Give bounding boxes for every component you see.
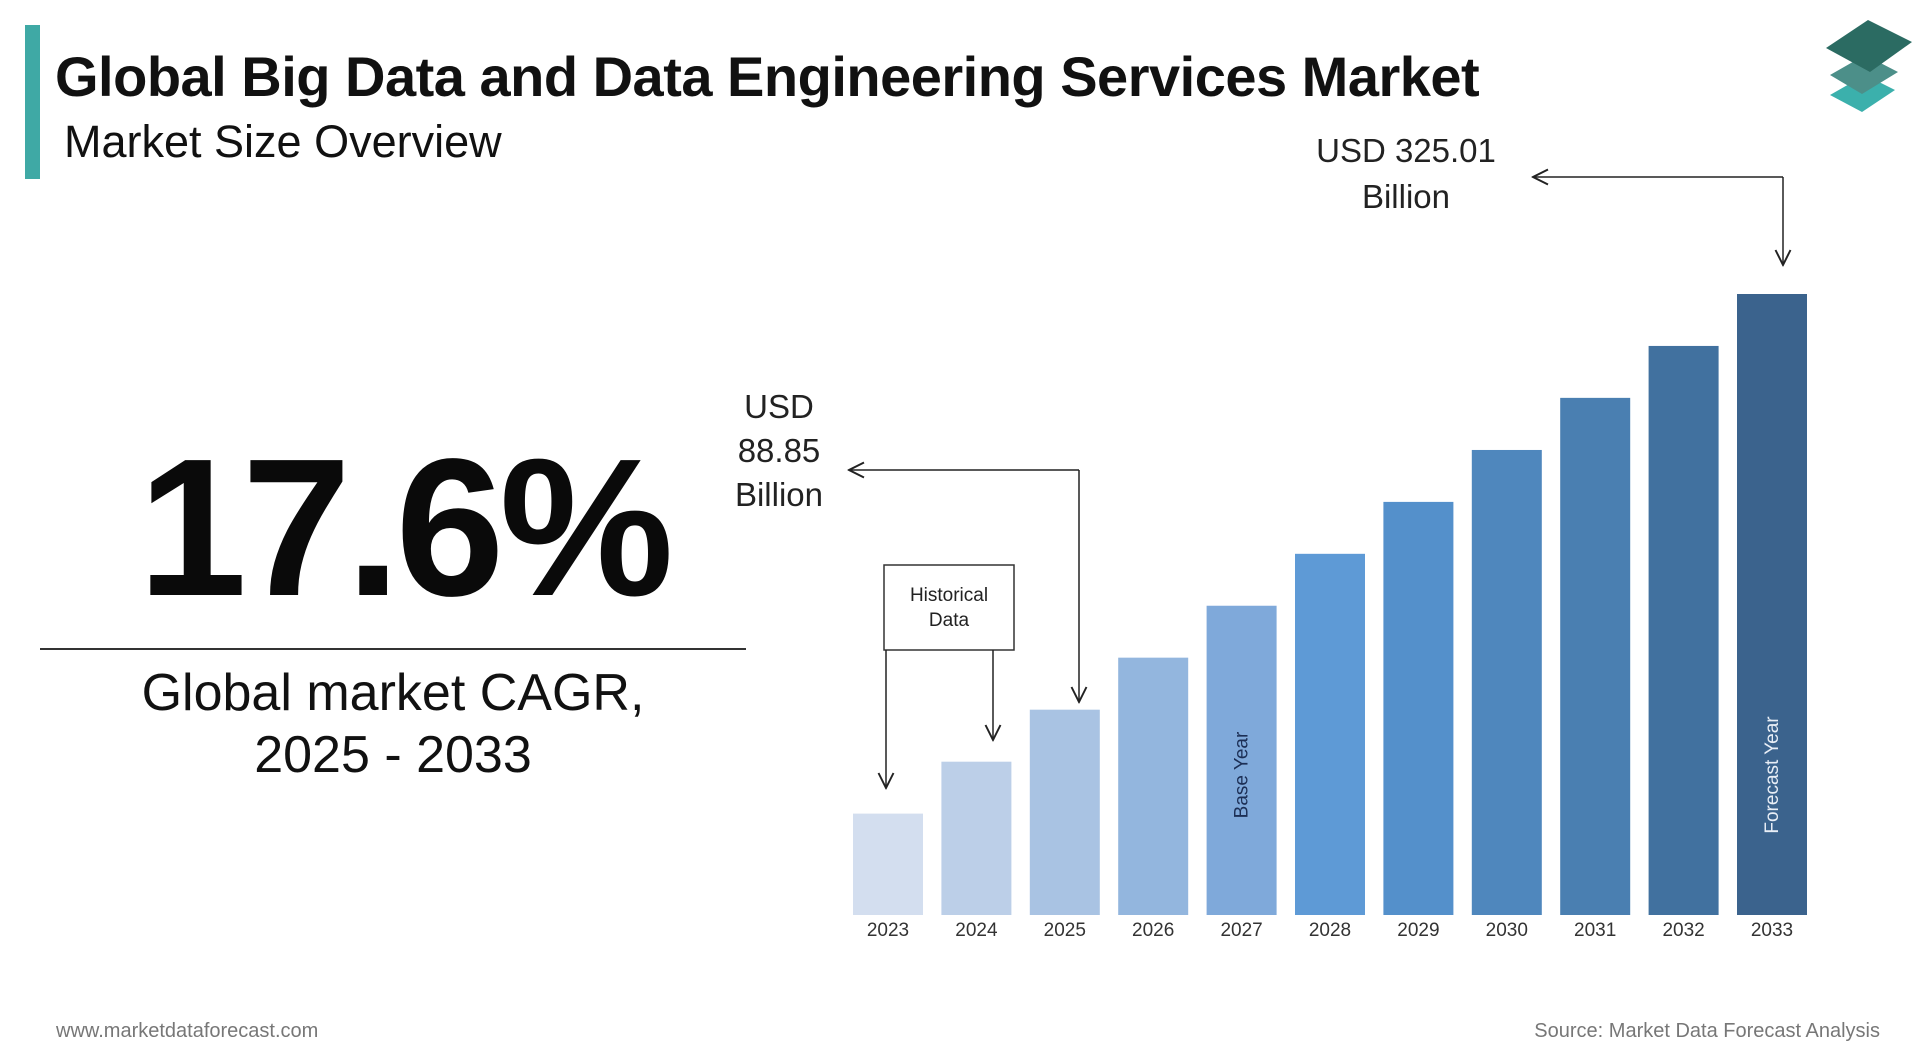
end-value-line2: Billion — [1362, 178, 1450, 215]
bar-2029 — [1383, 501, 1454, 915]
end-value-line1: USD 325.01 — [1316, 132, 1496, 169]
cagr-caption-line2: 2025 - 2033 — [254, 726, 532, 784]
x-tick-label-2032: 2032 — [1662, 920, 1704, 941]
footer-source: Source: Market Data Forecast Analysis — [1534, 1020, 1880, 1042]
x-tick-label-2023: 2023 — [867, 920, 909, 941]
x-tick-label-2031: 2031 — [1574, 920, 1616, 941]
bar-2031 — [1560, 397, 1631, 915]
x-tick-label-2026: 2026 — [1132, 920, 1174, 941]
bar-label-forecast-year: Forecast Year — [1762, 716, 1783, 834]
historical-label-line1: Historical — [910, 585, 988, 606]
cagr-caption: Global market CAGR, 2025 - 2033 — [40, 662, 746, 786]
bar-2024 — [941, 761, 1012, 915]
bar-2023 — [853, 813, 923, 915]
bar-2026 — [1118, 657, 1189, 915]
bar-2030 — [1471, 449, 1542, 915]
x-tick-label-2033: 2033 — [1751, 920, 1793, 941]
x-tick-label-2028: 2028 — [1309, 920, 1351, 941]
bar-2033 — [1737, 294, 1807, 915]
cagr-value: 17.6% — [138, 418, 674, 637]
start-value-line1: USD — [744, 388, 814, 425]
bars-group: Base Year Forecast Year — [853, 294, 1807, 915]
divider — [40, 648, 746, 650]
x-tick-label-2024: 2024 — [955, 920, 998, 941]
bar-label-base-year: Base Year — [1232, 731, 1253, 818]
start-value-line2: 88.85 — [738, 432, 821, 469]
bar-2027 — [1206, 605, 1277, 915]
historical-label-line2: Data — [929, 610, 970, 631]
bar-2032 — [1648, 345, 1719, 915]
footer-website: www.marketdataforecast.com — [56, 1020, 319, 1042]
historical-data-box — [883, 564, 1015, 651]
cagr-caption-line1: Global market CAGR, — [141, 664, 645, 722]
x-tick-label-2027: 2027 — [1220, 920, 1262, 941]
x-tick-label-2025: 2025 — [1044, 920, 1086, 941]
start-value-line3: Billion — [735, 476, 823, 513]
bar-2025 — [1029, 709, 1100, 915]
page-title: Global Big Data and Data Engineering Ser… — [55, 45, 1480, 108]
x-tick-labels: 2023 2024 2025 2026 2027 2028 2029 2030 2031 2032… — [867, 920, 1793, 941]
logo-icon — [1826, 20, 1912, 112]
x-tick-label-2029: 2029 — [1397, 920, 1439, 941]
x-tick-label-2030: 2030 — [1486, 920, 1528, 941]
title-accent-bar — [25, 25, 40, 179]
page-subtitle: Market Size Overview — [64, 116, 502, 167]
bar-2028 — [1295, 553, 1365, 915]
